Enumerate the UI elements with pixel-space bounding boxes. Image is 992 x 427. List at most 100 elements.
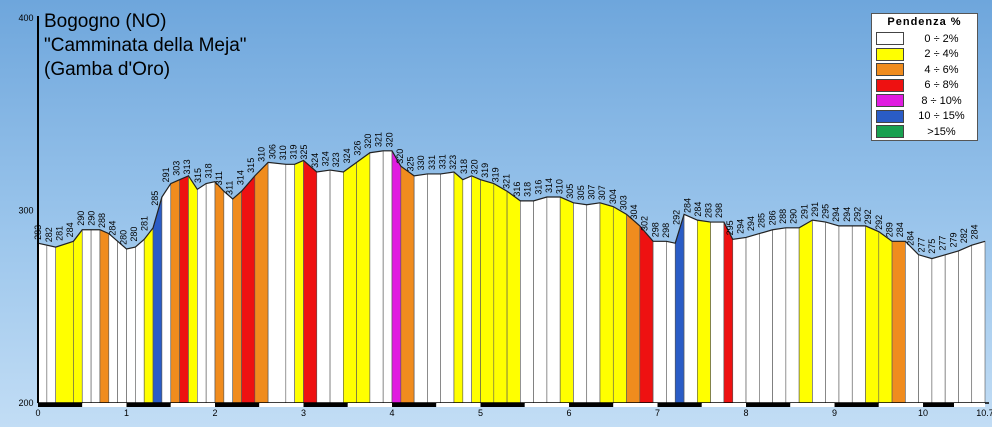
km-band-light-5	[524, 403, 570, 407]
legend-item-3: 6 ÷ 8%	[876, 78, 973, 94]
altitude-label-42: 319	[480, 163, 490, 178]
x-tick-label-2: 2	[213, 408, 218, 418]
altitude-label-84: 275	[927, 239, 937, 254]
slope-segment-59	[697, 219, 711, 404]
slope-segment-66	[785, 227, 800, 404]
altitude-label-45: 316	[512, 182, 522, 197]
km-band-light-2	[259, 403, 304, 407]
altitude-label-24: 319	[289, 144, 299, 159]
altitude-label-82: 284	[906, 231, 916, 246]
altitude-label-50: 305	[565, 184, 575, 199]
km-band-dark-6	[569, 403, 614, 407]
altitude-label-3: 284	[65, 222, 75, 237]
altitude-label-56: 304	[629, 204, 639, 219]
altitude-label-0: 283	[33, 225, 43, 240]
altitude-label-65: 295	[725, 220, 735, 235]
altitude-label-16: 318	[203, 163, 213, 178]
legend-label-4: 8 ÷ 10%	[921, 94, 962, 107]
altitude-label-28: 323	[331, 152, 341, 167]
slope-segment-38	[440, 171, 455, 404]
altitude-label-7: 284	[108, 221, 118, 236]
altitude-label-63: 283	[704, 203, 714, 218]
slope-segment-12	[152, 196, 163, 404]
legend-label-0: 0 ÷ 2%	[924, 32, 959, 45]
altitude-label-73: 291	[810, 202, 820, 217]
slope-segment-9	[126, 246, 136, 404]
legend-title: Pendenza %	[887, 16, 962, 28]
chart-subtitle-2: (Gamba d'Oro)	[44, 59, 171, 80]
legend-swatch-2	[876, 63, 904, 77]
legend-label-6: >15%	[927, 125, 956, 138]
altitude-label-62: 284	[693, 202, 703, 217]
km-band-light-3	[347, 403, 393, 407]
altitude-label-40: 318	[459, 159, 469, 174]
altitude-label-34: 320	[395, 149, 405, 164]
km-band-light-0	[82, 403, 127, 407]
km-band-dark-8	[746, 403, 791, 407]
altitude-label-39: 323	[448, 155, 458, 170]
slope-segment-46	[533, 196, 548, 404]
altitude-label-19: 314	[235, 170, 245, 185]
slope-segment-68	[812, 219, 826, 404]
slope-segment-62	[732, 237, 747, 404]
slope-segment-24	[267, 162, 287, 404]
slope-segment-33	[382, 150, 393, 404]
y-tick-label-2: 400	[18, 13, 33, 23]
altitude-label-17: 311	[214, 171, 224, 185]
km-band-light-8	[790, 403, 835, 407]
slope-segment-36	[413, 173, 428, 404]
x-tick-label-9: 9	[832, 408, 837, 418]
slope-segment-3	[73, 228, 83, 404]
altitude-label-33: 320	[384, 132, 394, 147]
slope-segment-16	[188, 174, 198, 404]
altitude-label-41: 320	[469, 159, 479, 174]
slope-segment-17	[197, 182, 207, 404]
altitude-label-14: 313	[182, 159, 192, 174]
slope-segment-42	[480, 179, 495, 404]
altitude-label-23: 310	[278, 145, 288, 160]
altitude-label-54: 304	[608, 189, 618, 204]
slope-segment-43	[493, 183, 508, 404]
x-tick-label-3: 3	[301, 408, 306, 418]
altitude-label-52: 307	[586, 185, 596, 200]
altitude-label-75: 294	[831, 207, 841, 222]
altitude-label-49: 310	[555, 179, 565, 194]
altitude-label-13: 303	[172, 161, 182, 176]
slope-segment-65	[772, 227, 787, 404]
slope-segment-44	[506, 190, 521, 404]
x-tick-label-1: 1	[124, 408, 129, 418]
x-tick-label-7: 7	[655, 408, 660, 418]
altitude-label-29: 324	[342, 148, 352, 163]
slope-segment-11	[143, 226, 154, 404]
altitude-label-37: 331	[427, 155, 437, 170]
km-band-dark-2	[215, 403, 260, 407]
altitude-label-32: 321	[374, 132, 384, 147]
x-tick-label-10: 10	[918, 408, 928, 418]
slope-segment-34	[391, 149, 402, 404]
km-band-dark-1	[126, 403, 171, 407]
slope-segment-55	[652, 241, 667, 404]
slope-segment-78	[944, 250, 959, 404]
km-band-light-6	[613, 403, 658, 407]
altitude-label-74: 295	[821, 204, 831, 219]
altitude-label-36: 330	[416, 155, 426, 170]
x-tick-label-5: 5	[478, 408, 483, 418]
slope-segment-50	[586, 202, 601, 404]
km-band-dark-0	[38, 403, 83, 407]
altitude-label-57: 302	[640, 216, 650, 231]
x-tick-label-6: 6	[567, 408, 572, 418]
km-band-dark-5	[480, 403, 525, 407]
y-tick-label-0: 200	[18, 398, 33, 408]
legend-swatch-0	[876, 32, 904, 46]
slope-segment-61	[723, 221, 734, 404]
x-tick-label-11: 10.7	[976, 408, 992, 418]
altitude-label-47: 316	[533, 180, 543, 195]
legend-label-2: 4 ÷ 6%	[924, 63, 959, 76]
altitude-label-18: 311	[225, 181, 235, 195]
altitude-label-88: 284	[970, 224, 980, 239]
slope-segment-25	[285, 164, 295, 404]
legend-item-4: 8 ÷ 10%	[876, 93, 973, 109]
legend-label-3: 6 ÷ 8%	[924, 79, 959, 92]
chart-subtitle: "Camminata della Meja"	[44, 35, 247, 56]
altitude-label-15: 315	[193, 168, 203, 183]
